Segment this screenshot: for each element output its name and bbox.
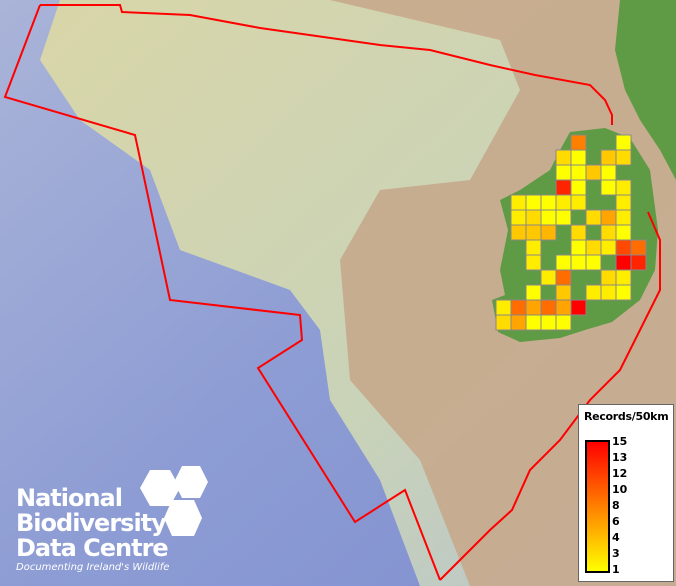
grid-cell[interactable] bbox=[570, 164, 587, 181]
grid-cell[interactable] bbox=[510, 194, 527, 211]
legend-tick: 13 bbox=[612, 451, 628, 464]
grid-cell[interactable] bbox=[570, 254, 587, 271]
grid-cell[interactable] bbox=[525, 224, 542, 241]
grid-cell[interactable] bbox=[555, 194, 572, 211]
logo-line2: Biodiversity bbox=[16, 509, 167, 537]
grid-cell[interactable] bbox=[570, 194, 587, 211]
grid-cell[interactable] bbox=[630, 239, 647, 256]
grid-cell[interactable] bbox=[615, 149, 632, 166]
grid-cell[interactable] bbox=[615, 224, 632, 241]
grid-cell[interactable] bbox=[525, 284, 542, 301]
grid-cell[interactable] bbox=[585, 239, 602, 256]
logo-tagline: Documenting Ireland's Wildlife bbox=[16, 562, 170, 573]
grid-cell[interactable] bbox=[555, 269, 572, 286]
grid-cell[interactable] bbox=[525, 254, 542, 271]
grid-cell[interactable] bbox=[555, 299, 572, 316]
grid-cell[interactable] bbox=[495, 314, 512, 331]
legend-title: Records/50km bbox=[584, 410, 669, 423]
grid-cell[interactable] bbox=[555, 284, 572, 301]
legend-tick: 10 bbox=[612, 483, 628, 496]
grid-cell[interactable] bbox=[585, 164, 602, 181]
grid-cell[interactable] bbox=[555, 179, 572, 196]
grid-cell[interactable] bbox=[585, 254, 602, 271]
grid-cell[interactable] bbox=[600, 149, 617, 166]
grid-cell[interactable] bbox=[555, 254, 572, 271]
grid-cell[interactable] bbox=[540, 299, 557, 316]
grid-cell[interactable] bbox=[630, 254, 647, 271]
legend-tick: 1 bbox=[612, 563, 620, 576]
logo-line3: Data Centre bbox=[16, 534, 169, 562]
logo-line1: National bbox=[16, 484, 123, 512]
boundary-line-west bbox=[3, 4, 441, 581]
grid-cell[interactable] bbox=[525, 299, 542, 316]
logo-hexagons bbox=[140, 466, 208, 536]
grid-cell[interactable] bbox=[600, 164, 617, 181]
grid-cell[interactable] bbox=[600, 209, 617, 226]
legend-tick: 12 bbox=[612, 467, 628, 480]
grid-cell[interactable] bbox=[510, 209, 527, 226]
grid-cell[interactable] bbox=[570, 239, 587, 256]
grid-cell[interactable] bbox=[540, 224, 557, 241]
legend-tick: 4 bbox=[612, 531, 620, 544]
grid-cell[interactable] bbox=[495, 299, 512, 316]
grid-cell[interactable] bbox=[570, 299, 587, 316]
grid-cell[interactable] bbox=[615, 284, 632, 301]
grid-cell[interactable] bbox=[615, 194, 632, 211]
grid-cell[interactable] bbox=[525, 209, 542, 226]
grid-cell[interactable] bbox=[615, 254, 632, 271]
grid-cell[interactable] bbox=[570, 179, 587, 196]
grid-cell[interactable] bbox=[510, 224, 527, 241]
grid-cell[interactable] bbox=[615, 179, 632, 196]
boundary-line-east bbox=[439, 211, 661, 581]
legend-tick: 3 bbox=[612, 547, 620, 560]
legend-tick: 15 bbox=[612, 435, 628, 448]
grid-cell[interactable] bbox=[555, 314, 572, 331]
grid-cell[interactable] bbox=[555, 209, 572, 226]
britain-land bbox=[615, 0, 676, 180]
grid-cell[interactable] bbox=[615, 269, 632, 286]
grid-cell[interactable] bbox=[540, 314, 557, 331]
color-ramp bbox=[585, 440, 610, 573]
grid-cell[interactable] bbox=[510, 314, 527, 331]
grid-cell[interactable] bbox=[510, 299, 527, 316]
grid-cell[interactable] bbox=[615, 239, 632, 256]
grid-cell[interactable] bbox=[585, 284, 602, 301]
legend: Records/50km 15 13 12 10 8 6 4 3 1 bbox=[578, 404, 674, 582]
legend-tick: 6 bbox=[612, 515, 620, 528]
grid-cell[interactable] bbox=[615, 209, 632, 226]
nbdc-logo: National Biodiversity Data Centre Docume… bbox=[16, 484, 170, 574]
grid-cell[interactable] bbox=[600, 224, 617, 241]
grid-cell[interactable] bbox=[585, 209, 602, 226]
grid-cell[interactable] bbox=[525, 239, 542, 256]
grid-cell[interactable] bbox=[570, 149, 587, 166]
grid-cell[interactable] bbox=[570, 224, 587, 241]
grid-cell[interactable] bbox=[540, 194, 557, 211]
grid-cell[interactable] bbox=[570, 134, 587, 151]
grid-cell[interactable] bbox=[615, 134, 632, 151]
grid-cell[interactable] bbox=[600, 269, 617, 286]
legend-tick: 8 bbox=[612, 499, 620, 512]
grid-cell[interactable] bbox=[555, 164, 572, 181]
grid-cell[interactable] bbox=[525, 194, 542, 211]
boundary-line bbox=[40, 4, 613, 125]
grid-cell[interactable] bbox=[600, 179, 617, 196]
grid-cells bbox=[495, 134, 647, 331]
grid-cell[interactable] bbox=[525, 314, 542, 331]
grid-cell[interactable] bbox=[600, 239, 617, 256]
grid-cell[interactable] bbox=[540, 269, 557, 286]
grid-cell[interactable] bbox=[540, 209, 557, 226]
grid-cell[interactable] bbox=[555, 149, 572, 166]
grid-cell[interactable] bbox=[600, 284, 617, 301]
